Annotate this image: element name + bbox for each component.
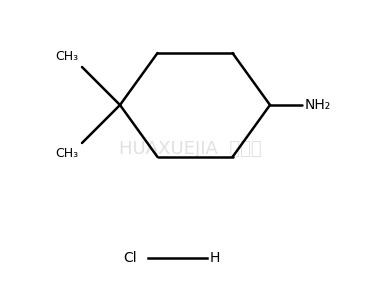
Text: Cl: Cl — [123, 251, 137, 265]
Text: NH₂: NH₂ — [305, 98, 331, 112]
Text: H: H — [210, 251, 220, 265]
Text: CH₃: CH₃ — [55, 50, 78, 63]
Text: HUAXUEJIA  化学加: HUAXUEJIA 化学加 — [119, 140, 262, 158]
Text: CH₃: CH₃ — [55, 147, 78, 160]
